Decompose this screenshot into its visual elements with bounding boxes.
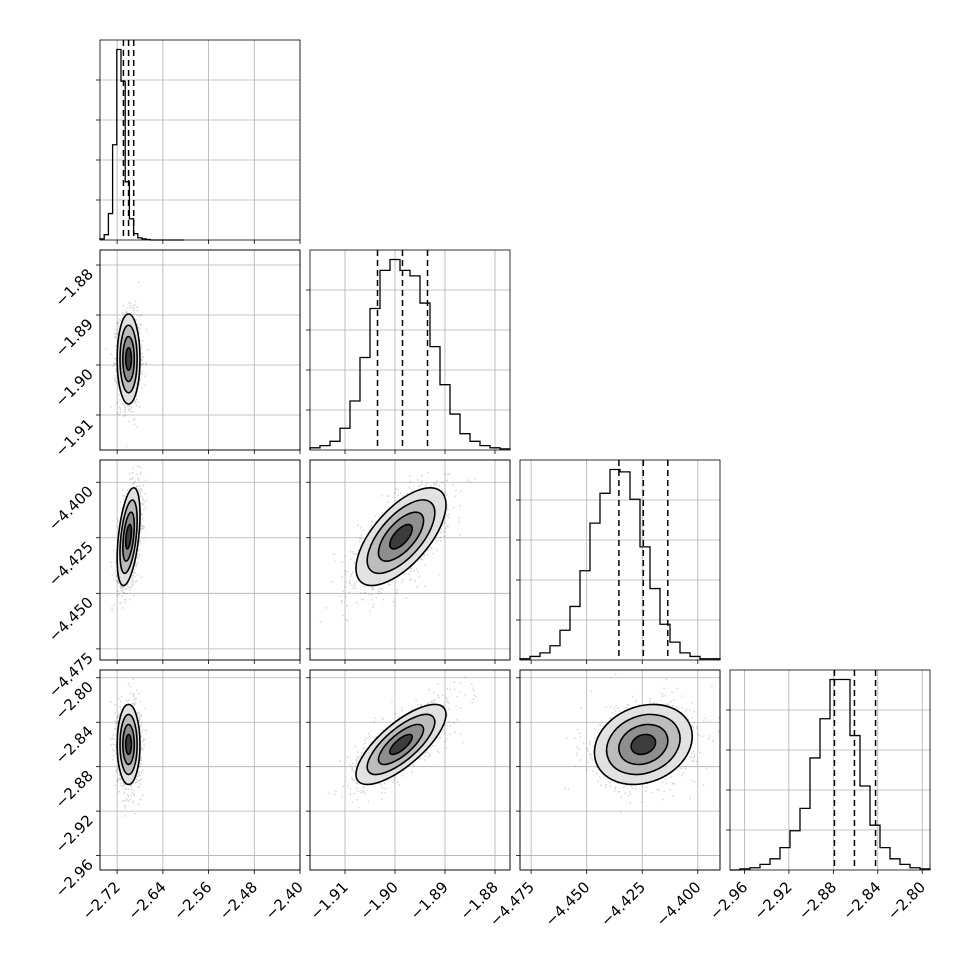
contour-line-3 [355, 703, 447, 786]
hist-panel-1 [306, 249, 511, 454]
panel-2-0 [96, 459, 301, 664]
panel-frame [99, 39, 301, 241]
x-tick-label: −2.88 [795, 878, 840, 923]
y-tick-label: −4.450 [45, 593, 97, 645]
y-tick-label: −1.91 [52, 415, 97, 460]
panel-frame [309, 249, 511, 451]
density-fill [389, 734, 413, 755]
contour-line-2 [366, 499, 436, 575]
x-tick-label: −2.80 [884, 878, 929, 923]
contour-line-0 [124, 523, 133, 550]
x-tick-label: −1.91 [307, 878, 352, 923]
y-tick-label: −2.92 [52, 811, 97, 856]
contour-line-2 [119, 324, 138, 394]
contour-line-1 [122, 335, 136, 383]
histogram-step-3 [730, 678, 931, 871]
x-tick-label: −4.400 [653, 878, 705, 930]
contour-line-0 [124, 733, 133, 756]
panel-frame [309, 459, 511, 661]
panel-content [319, 471, 476, 623]
panel-content [110, 465, 148, 611]
y-tick-label: −4.425 [45, 538, 97, 590]
contour-line-1 [122, 511, 136, 562]
contour-line-0 [630, 733, 657, 756]
contour-line-2 [605, 713, 681, 776]
contour-line-0 [388, 523, 414, 550]
y-tick-label: −2.96 [52, 856, 97, 901]
panel-frame [99, 249, 301, 451]
panel-frame [519, 459, 721, 661]
panel-frame [99, 459, 301, 661]
panel-1-0 [96, 249, 301, 454]
hist-panel-2 [516, 459, 721, 664]
y-tick-label: −4.400 [45, 482, 97, 534]
contour-line-0 [388, 733, 414, 756]
panel-content [327, 676, 477, 809]
panel-3-2 [516, 669, 721, 874]
histogram-step-1 [309, 258, 511, 450]
panel-content [564, 673, 720, 814]
density-fill [631, 734, 656, 755]
density-fill [389, 524, 413, 549]
contour-line-2 [119, 499, 138, 575]
density-fill [125, 734, 132, 755]
contour-line-1 [618, 723, 669, 766]
panel-frame [519, 669, 721, 871]
hist-panel-0 [96, 39, 301, 244]
contour-line-3 [593, 703, 694, 786]
density-fill [125, 347, 132, 371]
panel-3-0 [96, 669, 301, 874]
contour-line-1 [377, 723, 425, 766]
contour-line-3 [355, 486, 447, 587]
panel-frame [309, 669, 511, 871]
x-tick-label: −2.56 [170, 878, 215, 923]
x-tick-label: −4.450 [542, 878, 594, 930]
hist-panel-3 [726, 669, 931, 874]
contour-line-3 [116, 703, 141, 786]
x-tick-label: −4.425 [597, 878, 649, 930]
x-tick-label: −2.64 [124, 878, 169, 923]
contour-line-2 [119, 713, 138, 776]
x-tick-label: −2.92 [750, 878, 795, 923]
panel-2-1 [306, 459, 511, 664]
y-tick-label: −2.84 [52, 722, 97, 767]
y-tick-label: −1.88 [52, 265, 97, 310]
contour-line-0 [124, 346, 133, 372]
histogram-step-2 [519, 468, 721, 660]
y-tick-label: −2.88 [52, 767, 97, 812]
contour-line-3 [116, 313, 141, 405]
panel-3-1 [306, 669, 511, 874]
y-tick-label: −1.89 [52, 315, 97, 360]
x-tick-label: −2.40 [262, 878, 307, 923]
x-tick-label: −2.84 [839, 878, 884, 923]
contour-line-3 [116, 486, 141, 587]
panel-frame [729, 669, 931, 871]
contour-line-1 [377, 511, 425, 562]
contour-line-1 [122, 723, 136, 766]
histogram-step-0 [99, 48, 184, 241]
panel-content [105, 281, 149, 448]
x-tick-label: −1.89 [407, 878, 452, 923]
contour-line-2 [366, 713, 436, 776]
panel-frame [309, 669, 511, 871]
x-tick-label: −2.48 [216, 878, 261, 923]
panel-content [110, 678, 147, 817]
x-tick-label: −2.72 [79, 878, 124, 923]
y-tick-label: −1.90 [52, 365, 97, 410]
panel-frame [99, 669, 301, 871]
x-tick-label: −2.96 [706, 878, 751, 923]
x-tick-label: −1.90 [357, 878, 402, 923]
